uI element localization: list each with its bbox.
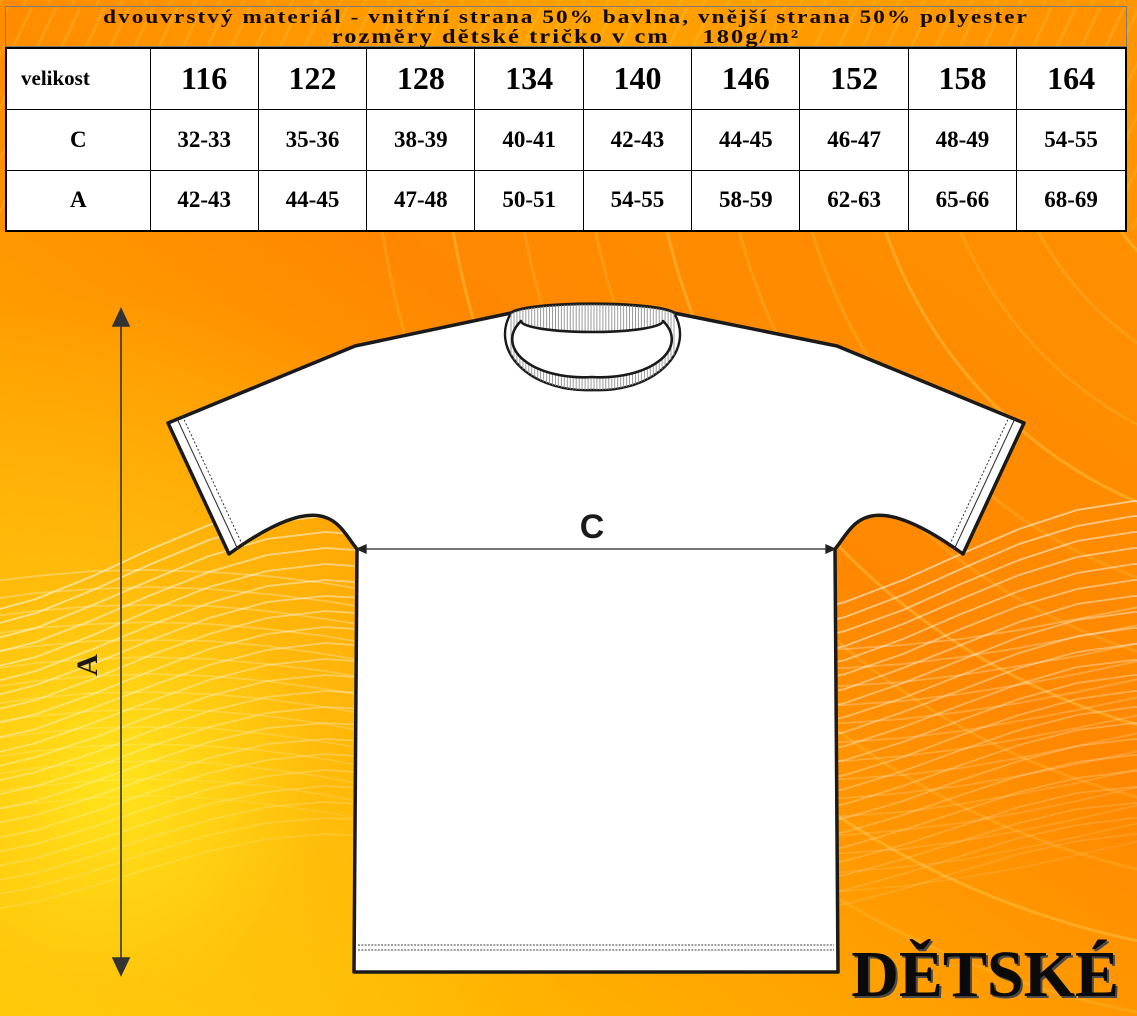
svg-text:A: A [71, 654, 104, 676]
svg-text:DĚTSKÉ: DĚTSKÉ [851, 938, 1119, 1011]
svg-text:C: C [580, 508, 605, 546]
